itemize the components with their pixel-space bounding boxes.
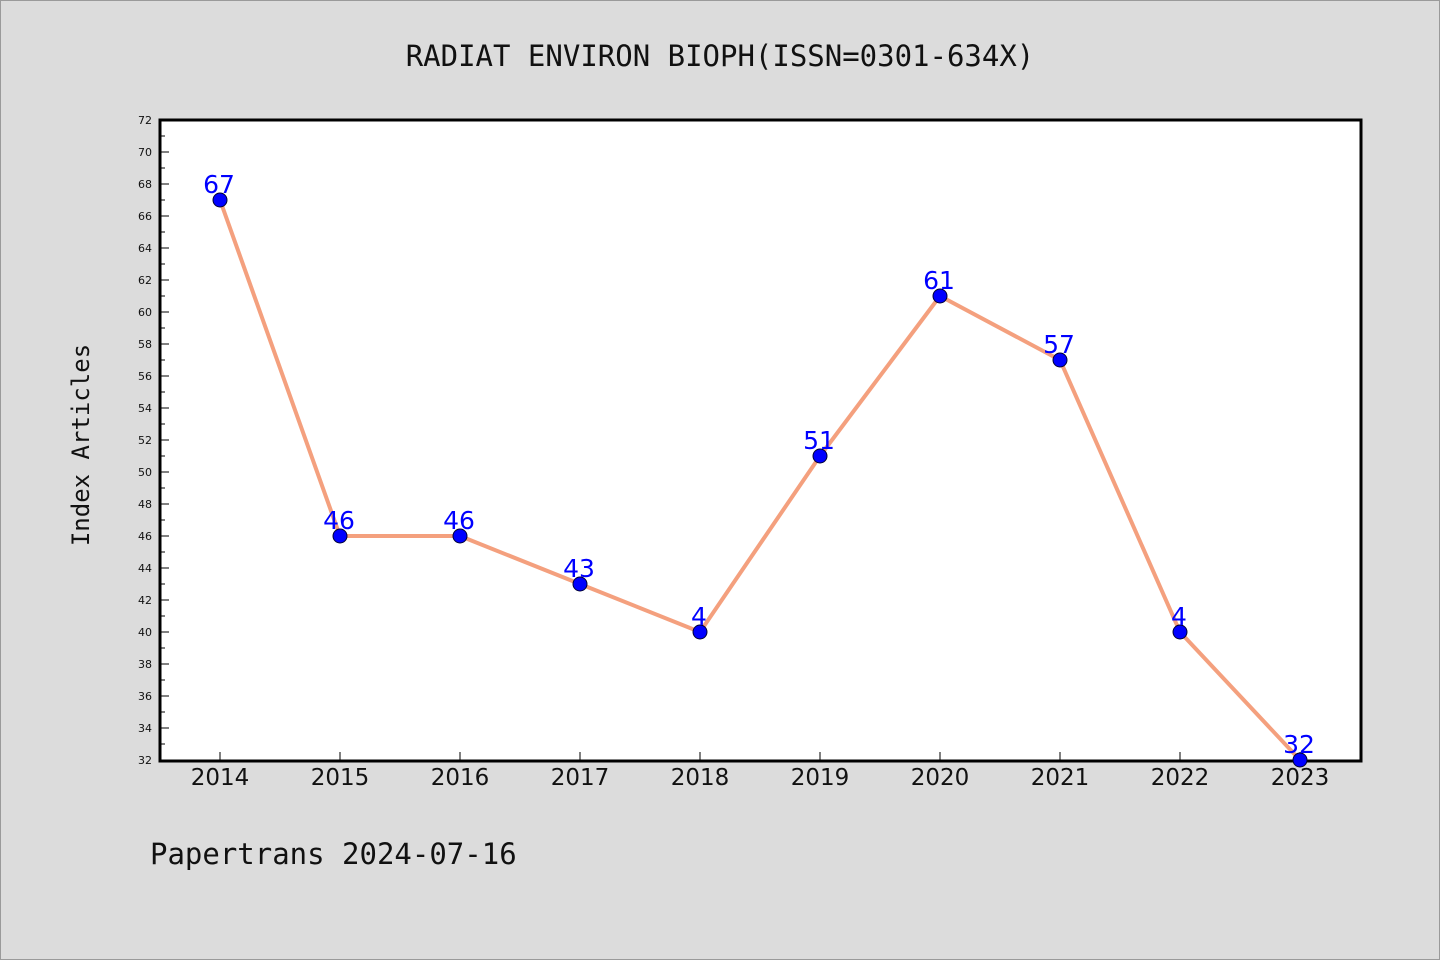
y-tick-label: 52 — [138, 434, 152, 447]
data-point-label: 61 — [923, 266, 955, 295]
y-tick-label: 38 — [138, 658, 152, 671]
data-point-label: 46 — [323, 506, 355, 535]
series-group: 67 46 46 43 4 51 61 57 4 32 — [203, 170, 1315, 768]
data-point-marker — [452, 528, 468, 544]
data-point-label: 51 — [803, 426, 835, 455]
data-point-label: 67 — [203, 170, 235, 199]
y-tick-label: 56 — [138, 370, 152, 383]
x-tick-label: 2016 — [431, 765, 490, 791]
y-tick-label: 40 — [138, 626, 152, 639]
data-point-marker — [932, 288, 948, 304]
data-point-label: 32 — [1283, 730, 1315, 759]
data-point-marker — [812, 448, 828, 464]
y-axis-label: Index Articles — [67, 344, 95, 546]
y-axis-ticks: 32 34 36 38 40 42 44 46 48 50 52 54 56 58 60 62 64 66 68 70… — [138, 114, 169, 767]
y-tick-label: 70 — [138, 146, 152, 159]
y-tick-label: 44 — [138, 562, 152, 575]
x-axis-ticks: 2014 2015 2016 2017 2018 2019 2020 2021 2022 2023 — [191, 752, 1330, 791]
chart-title: RADIAT ENVIRON BIOPH(ISSN=0301-634X) — [406, 39, 1035, 73]
data-point-marker — [212, 192, 228, 208]
data-point-label: 43 — [563, 554, 595, 583]
data-point-label: 57 — [1043, 330, 1075, 359]
y-tick-label: 60 — [138, 306, 152, 319]
footer-credit: Papertrans 2024-07-16 — [150, 837, 517, 871]
y-tick-label: 54 — [138, 402, 152, 415]
data-point-marker — [332, 528, 348, 544]
y-tick-label: 42 — [138, 594, 152, 607]
data-point-marker — [1292, 752, 1308, 768]
y-tick-label: 66 — [138, 210, 152, 223]
data-point-marker — [692, 624, 708, 640]
y-tick-label: 58 — [138, 338, 152, 351]
data-point-marker — [1172, 624, 1188, 640]
data-point-label: 4 — [691, 602, 707, 631]
y-tick-label: 68 — [138, 178, 152, 191]
x-tick-label: 2022 — [1151, 765, 1210, 791]
y-tick-label: 48 — [138, 498, 152, 511]
data-point-marker — [572, 576, 588, 592]
y-tick-label: 46 — [138, 530, 152, 543]
x-tick-label: 2015 — [311, 765, 370, 791]
data-point-label: 4 — [1171, 602, 1187, 631]
data-point-label: 46 — [443, 506, 475, 535]
x-tick-label: 2018 — [671, 765, 730, 791]
series-line — [218, 198, 1302, 762]
x-tick-label: 2020 — [911, 765, 970, 791]
x-tick-label: 2019 — [791, 765, 850, 791]
y-tick-label: 62 — [138, 274, 152, 287]
x-tick-label: 2023 — [1271, 765, 1330, 791]
y-tick-label: 34 — [138, 722, 152, 735]
x-tick-label: 2021 — [1031, 765, 1090, 791]
x-tick-label: 2017 — [551, 765, 610, 791]
y-tick-label: 36 — [138, 690, 152, 703]
y-tick-label: 50 — [138, 466, 152, 479]
plot-area — [158, 118, 1363, 763]
y-tick-label: 64 — [138, 242, 152, 255]
data-point-marker — [1052, 352, 1068, 368]
x-tick-label: 2014 — [191, 765, 250, 791]
y-tick-label: 72 — [138, 114, 152, 127]
y-tick-label: 32 — [138, 754, 152, 767]
